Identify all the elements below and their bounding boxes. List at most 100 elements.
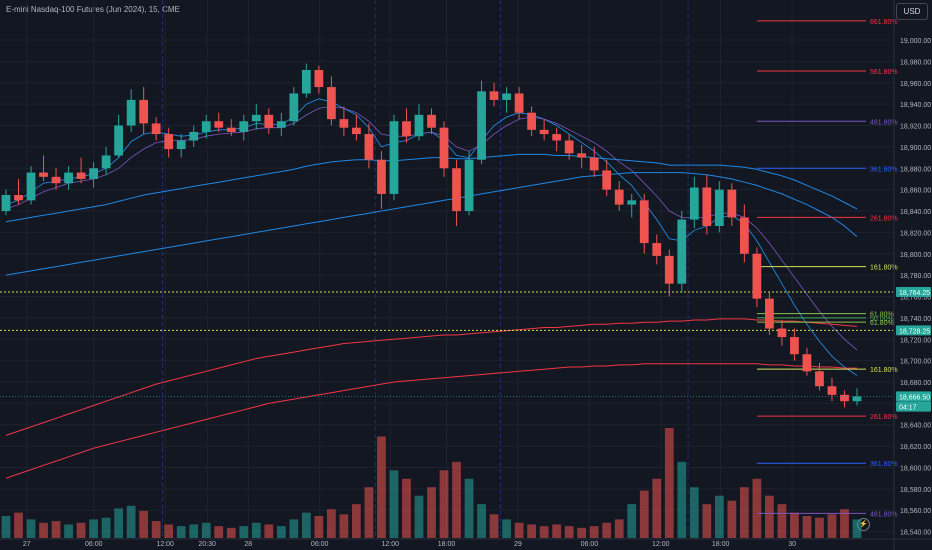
candle-body — [251, 114, 261, 122]
volume-bar — [51, 521, 61, 538]
volume-bar — [827, 514, 837, 538]
moving-average-line — [5, 153, 858, 223]
y-tick-label: 18,840.00 — [900, 209, 931, 216]
y-tick-label: 19,000.00 — [900, 38, 931, 45]
candle-body — [765, 298, 774, 329]
candle-body — [226, 127, 236, 132]
y-tick-label: 18,580.00 — [900, 487, 931, 494]
fib-level-label: 461.80% — [870, 119, 898, 126]
candle-body — [489, 91, 499, 100]
volume-bar — [314, 516, 324, 538]
candle-body — [239, 121, 249, 132]
chart-title: E-mini Nasdaq-100 Futures (Jun 2024), 15… — [6, 5, 180, 14]
candle-body — [564, 140, 574, 154]
fib-level-label: 661.80% — [870, 19, 898, 26]
candle-body — [727, 189, 737, 218]
volume-bar — [201, 522, 211, 538]
fib-level-label: 161.80% — [870, 367, 898, 374]
moving-average-line — [5, 105, 858, 351]
price-label: 04:17 — [899, 405, 917, 412]
candle-body — [477, 91, 486, 160]
candle-body — [414, 114, 424, 137]
volume-bar — [639, 490, 649, 538]
volume-bar — [76, 522, 86, 538]
candle-body — [602, 170, 612, 190]
y-tick-label: 18,640.00 — [900, 423, 931, 430]
fib-level-label: 50.00% — [870, 316, 894, 323]
candle-body — [377, 159, 386, 194]
candle-body — [827, 386, 837, 395]
candle-body — [101, 155, 111, 169]
volume-bar — [402, 478, 411, 538]
volume-bar — [815, 517, 824, 538]
candle-body — [677, 219, 687, 284]
fib-level-label: 361.80% — [870, 461, 898, 468]
currency-selector-button[interactable]: USD — [896, 3, 928, 20]
volume-bar — [427, 487, 436, 538]
candle-body — [852, 396, 862, 402]
candle-body — [714, 189, 724, 226]
candle-body — [26, 172, 36, 201]
x-tick-label: 29 — [514, 541, 522, 548]
y-tick-label: 18,560.00 — [900, 508, 931, 515]
candle-body — [790, 337, 799, 355]
volume-bar — [589, 526, 599, 538]
volume-bar — [64, 524, 73, 538]
y-tick-label: 18,980.00 — [900, 59, 931, 66]
price-label-box — [896, 401, 931, 412]
volume-bar — [614, 519, 624, 538]
x-tick-label: 12:00 — [381, 541, 399, 548]
volume-bar — [464, 478, 474, 538]
candle-body — [126, 99, 136, 126]
candle-body — [314, 69, 324, 88]
x-tick-label: 28 — [244, 541, 252, 548]
volume-bar — [452, 461, 461, 538]
volume-bar — [539, 526, 549, 538]
volume-bar — [1, 516, 11, 538]
price-label: 18,666.50 — [899, 394, 930, 401]
moving-average-line — [5, 98, 858, 376]
volume-bar — [226, 527, 236, 538]
x-tick-label: 20:30 — [198, 541, 216, 548]
volume-bar — [527, 524, 536, 538]
volume-bar — [164, 524, 174, 538]
candle-body — [301, 69, 311, 94]
candle-body — [627, 200, 637, 205]
volume-bar — [301, 512, 311, 538]
price-label-box — [896, 391, 931, 402]
moving-average-line — [5, 318, 858, 436]
fib-level-label: 61.80% — [870, 320, 894, 327]
price-label-box — [896, 325, 931, 336]
x-tick-label: 06:00 — [581, 541, 599, 548]
candle-body — [402, 121, 411, 137]
volume-bar — [114, 508, 124, 538]
volume-bar — [327, 509, 336, 538]
candle-body — [364, 134, 374, 160]
volume-bar — [689, 487, 699, 538]
fib-level-label: 61.80% — [870, 312, 894, 319]
volume-bar — [214, 526, 224, 538]
volume-bar — [151, 521, 161, 538]
fib-level-label: 261.80% — [870, 414, 898, 421]
volume-bar — [239, 526, 249, 538]
volume-bar — [777, 504, 787, 538]
volume-bar — [14, 512, 23, 538]
volume-bar — [602, 522, 612, 538]
candle-body — [614, 189, 624, 205]
candle-body — [815, 371, 824, 387]
volume-bar — [752, 478, 762, 538]
volume-bar — [477, 504, 486, 538]
candle-body — [51, 176, 61, 184]
volume-bar — [139, 510, 149, 538]
y-tick-label: 18,860.00 — [900, 188, 931, 195]
candle-body — [739, 217, 749, 254]
candle-body — [352, 127, 361, 135]
candle-body — [214, 121, 224, 128]
x-tick-label: 30 — [788, 541, 796, 548]
candle-body — [264, 114, 274, 128]
y-tick-label: 18,800.00 — [900, 252, 931, 259]
y-tick-label: 18,880.00 — [900, 166, 931, 173]
x-tick-label: 18:00 — [438, 541, 456, 548]
candle-body — [289, 93, 299, 122]
